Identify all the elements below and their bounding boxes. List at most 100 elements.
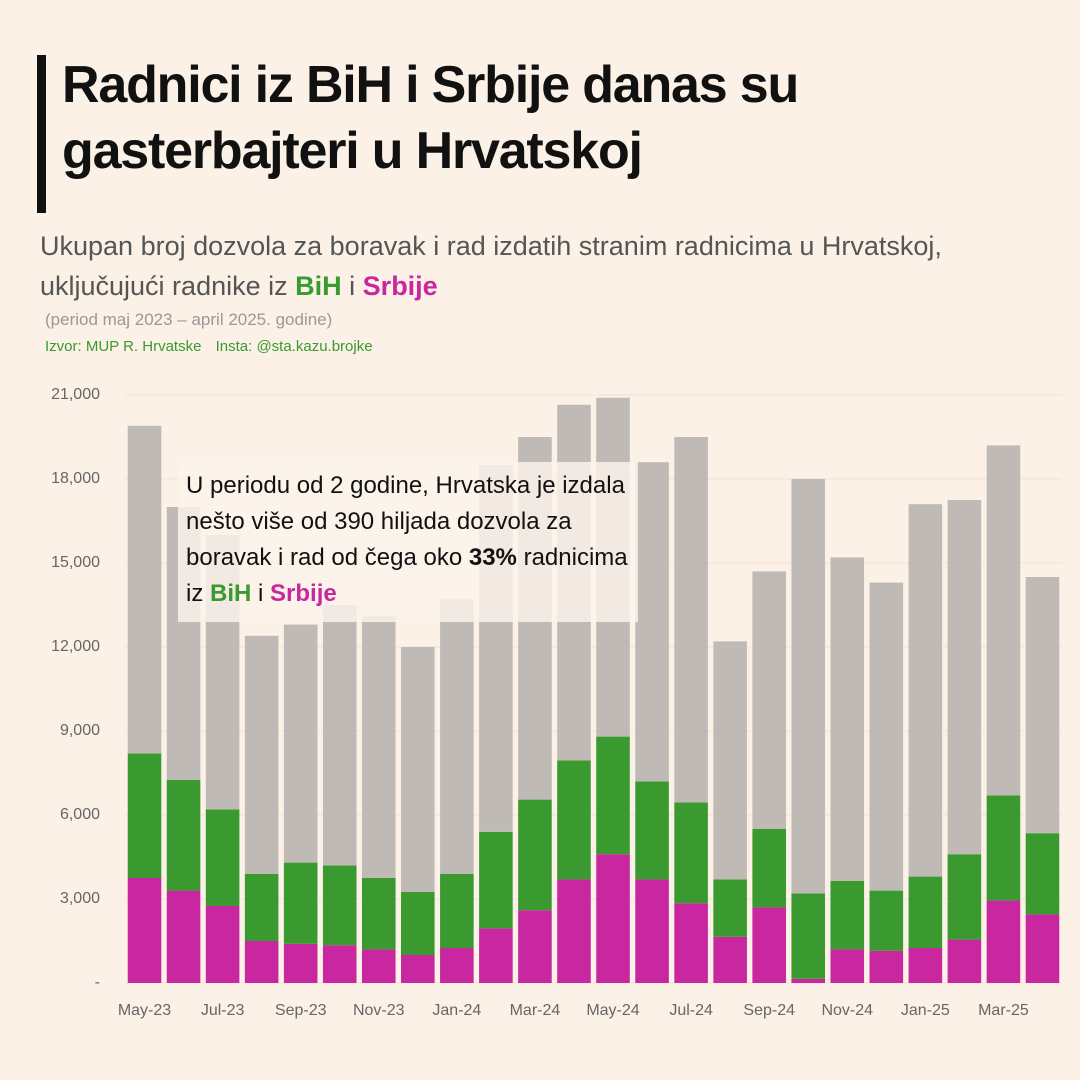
bar-segment <box>361 878 396 950</box>
bar-segment <box>791 893 826 979</box>
x-tick-label: Jul-24 <box>669 1002 713 1019</box>
annotation-srbija: Srbije <box>270 580 337 607</box>
x-tick-label: Nov-23 <box>353 1002 405 1019</box>
bar-segment <box>1025 577 1060 834</box>
bar-segment <box>479 928 513 983</box>
title-bar <box>37 55 46 213</box>
bar-segment <box>674 802 708 904</box>
bar-segment <box>869 582 904 891</box>
bar-segment <box>283 943 318 983</box>
bar-segment <box>440 599 474 874</box>
bar-segment <box>283 624 318 863</box>
bar-segment <box>830 949 865 983</box>
bar-segment <box>401 892 435 955</box>
y-tick-label: 18,000 <box>51 470 100 487</box>
bar-segment <box>674 437 708 803</box>
source-text: Izvor: MUP R. Hrvatske <box>45 338 202 355</box>
bar-segment <box>127 753 162 878</box>
bar-segment <box>986 795 1021 901</box>
bar-segment <box>791 978 826 983</box>
subtitle-text: Ukupan broj dozvola za boravak i rad izd… <box>40 231 942 301</box>
bar-segment <box>322 945 357 983</box>
bar-segment <box>908 504 943 877</box>
x-tick-label: Jul-23 <box>201 1002 245 1019</box>
bar-segment <box>244 635 279 874</box>
bar-segment <box>401 647 435 892</box>
bar-segment <box>401 955 435 983</box>
bar-segment <box>713 936 747 983</box>
bar-segment <box>869 950 904 983</box>
bar-segment <box>322 865 357 946</box>
x-tick-label: May-23 <box>118 1002 171 1019</box>
y-tick-label: 3,000 <box>60 890 100 907</box>
bar-segment <box>440 948 474 983</box>
bar-segment <box>244 873 279 941</box>
bar-segment <box>127 878 162 983</box>
bar-segment <box>1025 914 1060 983</box>
bar-segment <box>635 781 669 880</box>
bar-segment <box>947 500 982 855</box>
bar-segment <box>557 879 591 983</box>
bar-segment <box>557 760 591 880</box>
x-tick-label: Jan-24 <box>432 1002 481 1019</box>
bar-segment <box>596 854 630 983</box>
x-tick-label: Sep-23 <box>275 1002 327 1019</box>
x-tick-label: Mar-25 <box>978 1002 1029 1019</box>
y-tick-label: 6,000 <box>60 806 100 823</box>
bar-segment <box>322 605 357 866</box>
bar-segment <box>205 906 240 983</box>
bar-segment <box>440 873 474 948</box>
bar-segment <box>361 949 396 983</box>
period: (period maj 2023 – april 2025. godine) <box>45 310 333 329</box>
bar-segment <box>596 736 630 855</box>
bar-segment <box>1025 833 1060 915</box>
bar-segment <box>244 941 279 983</box>
y-tick-label: 21,000 <box>51 386 100 403</box>
x-tick-label: Sep-24 <box>743 1002 795 1019</box>
y-tick-label: - <box>95 974 100 991</box>
subtitle-bih: BiH <box>295 271 342 301</box>
subtitle-srbija: Srbije <box>362 271 438 301</box>
y-tick-label: 12,000 <box>51 638 100 655</box>
bar-segment <box>908 876 943 948</box>
subtitle-and: i <box>349 271 356 301</box>
bar-segment <box>752 571 786 829</box>
annotation: U periodu od 2 godine, Hrvatska je izdal… <box>178 462 638 622</box>
chart-title: Radnici iz BiH i Srbije danas su gasterb… <box>62 56 799 180</box>
bar-segment <box>674 903 708 983</box>
x-tick-label: May-24 <box>586 1002 639 1019</box>
bar-segment <box>361 616 396 878</box>
bar-segment <box>166 780 201 891</box>
bar-segment <box>635 879 669 983</box>
bar-segment <box>518 799 552 911</box>
bar-segment <box>205 809 240 906</box>
bar-segment <box>127 425 162 754</box>
annotation-text: U periodu od 2 godine, Hrvatska je izdal… <box>186 472 625 571</box>
bar-segment <box>869 890 904 951</box>
bar-segment <box>635 462 669 782</box>
bar-segment <box>830 557 865 881</box>
bar-segment <box>713 641 747 880</box>
bar-segment <box>752 829 786 908</box>
x-tick-label: Mar-24 <box>510 1002 561 1019</box>
x-tick-label: Jan-25 <box>901 1002 950 1019</box>
bar-segment <box>518 910 552 983</box>
bar-segment <box>830 880 865 950</box>
y-tick-label: 9,000 <box>60 722 100 739</box>
annotation-and: i <box>258 580 264 607</box>
bar-segment <box>713 879 747 937</box>
bar-segment <box>752 907 786 983</box>
bar-segment <box>283 862 318 944</box>
x-tick-label: Nov-24 <box>821 1002 873 1019</box>
annotation-share: 33% <box>468 544 517 571</box>
bar-segment <box>791 479 826 894</box>
subtitle: Ukupan broj dozvola za boravak i rad izd… <box>40 226 1000 306</box>
y-tick-label: 15,000 <box>51 554 100 571</box>
bar-segment <box>947 939 982 983</box>
bar-segment <box>947 854 982 940</box>
annotation-bih: BiH <box>210 580 252 607</box>
source: Izvor: MUP R. Hrvatske Insta: @sta.kazu.… <box>45 338 383 355</box>
bar-segment <box>986 445 1021 796</box>
